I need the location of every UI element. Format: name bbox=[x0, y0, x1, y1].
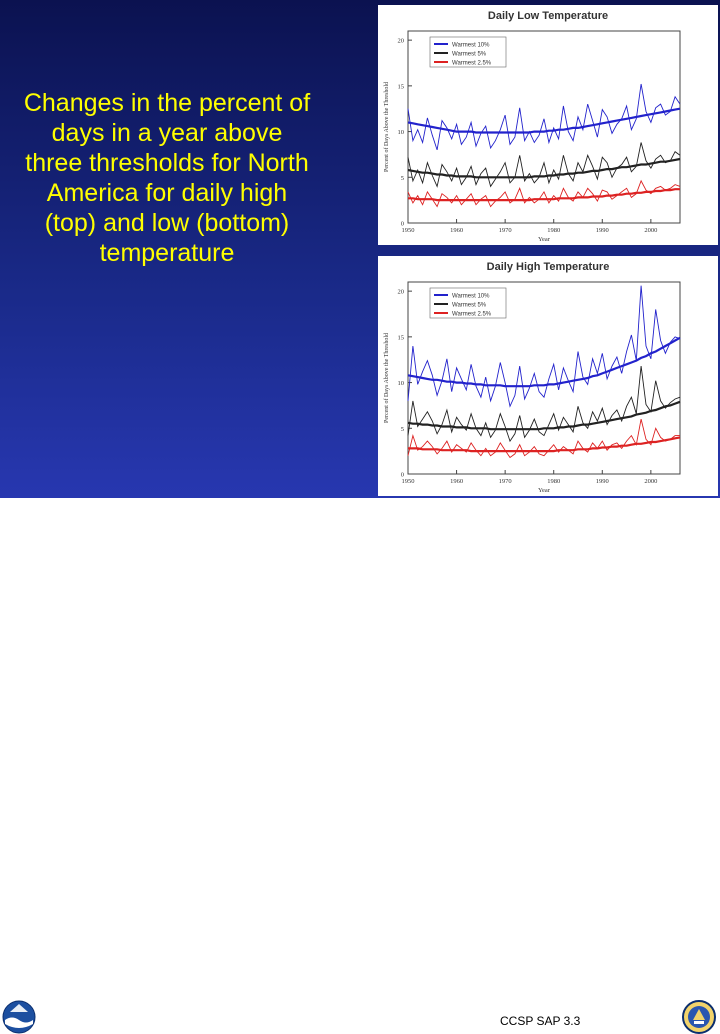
chart-panel-daily-low: Daily Low Temperature 0 5 10 15 20 1950 1960 197… bbox=[378, 5, 718, 245]
x-tick-label-low-0: 1950 bbox=[402, 227, 415, 234]
source-credit: CCSP SAP 3.3 bbox=[500, 1014, 581, 1028]
y-tick-label-low-4: 20 bbox=[398, 38, 405, 45]
y-tick-label-high-2: 10 bbox=[398, 380, 405, 387]
plot-frame-high bbox=[407, 281, 681, 475]
footer-bar: CCSP SAP 3.3 bbox=[0, 498, 720, 1034]
x-tick-label-high-3: 1980 bbox=[547, 478, 560, 485]
noaa-logo bbox=[2, 1000, 36, 1034]
y-axis-label-high: Percent of Days Above the Threshold bbox=[383, 333, 390, 423]
series-line-low-0 bbox=[407, 83, 681, 151]
chart-daily-low-temperature: Daily Low Temperature 0 5 10 15 20 1950 1960 197… bbox=[383, 10, 681, 243]
trend-line-high-2 bbox=[408, 436, 681, 453]
x-tick-label-high-2: 1970 bbox=[499, 478, 512, 485]
slide-body-text: Changes in the percent of days in a year… bbox=[23, 89, 311, 267]
x-tick-label-low-5: 2000 bbox=[644, 227, 657, 234]
trend-line-high-1 bbox=[407, 400, 681, 431]
legend-label-low-0: Warmest 10% bbox=[452, 43, 490, 49]
x-tick-label-high-0: 1950 bbox=[402, 478, 415, 485]
trend-line-low-0 bbox=[407, 107, 681, 134]
chart-daily-high-temperature: Daily High Temperature 0 5 10 15 20 1950 1960 19… bbox=[383, 261, 681, 494]
x-axis-label-low: Year bbox=[538, 236, 551, 243]
plot-frame-low bbox=[407, 30, 681, 224]
legend-label-low-1: Warmest 5% bbox=[452, 52, 487, 58]
legend-label-low-2: Warmest 2.5% bbox=[452, 61, 492, 67]
y-tick-label-high-3: 15 bbox=[398, 334, 405, 341]
legend-label-high-0: Warmest 10% bbox=[452, 294, 490, 300]
legend-low: Warmest 10% Warmest 5% Warmest 2.5% bbox=[429, 36, 507, 68]
x-tick-label-low-1: 1960 bbox=[450, 227, 463, 234]
chart-panel-daily-high: Daily High Temperature 0 5 10 15 20 1950 1960 19… bbox=[378, 256, 718, 496]
y-tick-label-low-0: 0 bbox=[401, 221, 404, 228]
x-tick-label-low-3: 1980 bbox=[547, 227, 560, 234]
x-tick-label-high-5: 2000 bbox=[644, 478, 657, 485]
x-tick-label-high-1: 1960 bbox=[450, 478, 463, 485]
legend-label-high-1: Warmest 5% bbox=[452, 303, 487, 309]
doc-seal bbox=[682, 1000, 716, 1034]
x-tick-label-low-2: 1970 bbox=[499, 227, 512, 234]
chart-title-low: Daily Low Temperature bbox=[488, 10, 608, 22]
legend-label-high-2: Warmest 2.5% bbox=[452, 312, 492, 318]
y-tick-label-high-4: 20 bbox=[398, 289, 405, 296]
legend-high: Warmest 10% Warmest 5% Warmest 2.5% bbox=[429, 287, 507, 319]
y-tick-label-low-1: 5 bbox=[401, 175, 404, 182]
x-tick-label-high-4: 1990 bbox=[596, 478, 609, 485]
trend-line-low-2 bbox=[408, 188, 680, 202]
trend-line-low-1 bbox=[407, 157, 681, 179]
y-axis-label-low: Percent of Days Above the Threshold bbox=[383, 82, 390, 172]
y-tick-label-high-0: 0 bbox=[401, 472, 404, 479]
trend-line-high-0 bbox=[407, 336, 681, 388]
chart-title-high: Daily High Temperature bbox=[487, 261, 610, 273]
y-tick-label-high-1: 5 bbox=[401, 426, 404, 433]
x-tick-label-low-4: 1990 bbox=[596, 227, 609, 234]
y-tick-label-low-3: 15 bbox=[398, 83, 405, 90]
x-axis-label-high: Year bbox=[538, 487, 551, 494]
series-line-high-0 bbox=[407, 285, 681, 408]
slide-background: Changes in the percent of days in a year… bbox=[0, 0, 720, 540]
y-tick-label-low-2: 10 bbox=[398, 129, 405, 136]
